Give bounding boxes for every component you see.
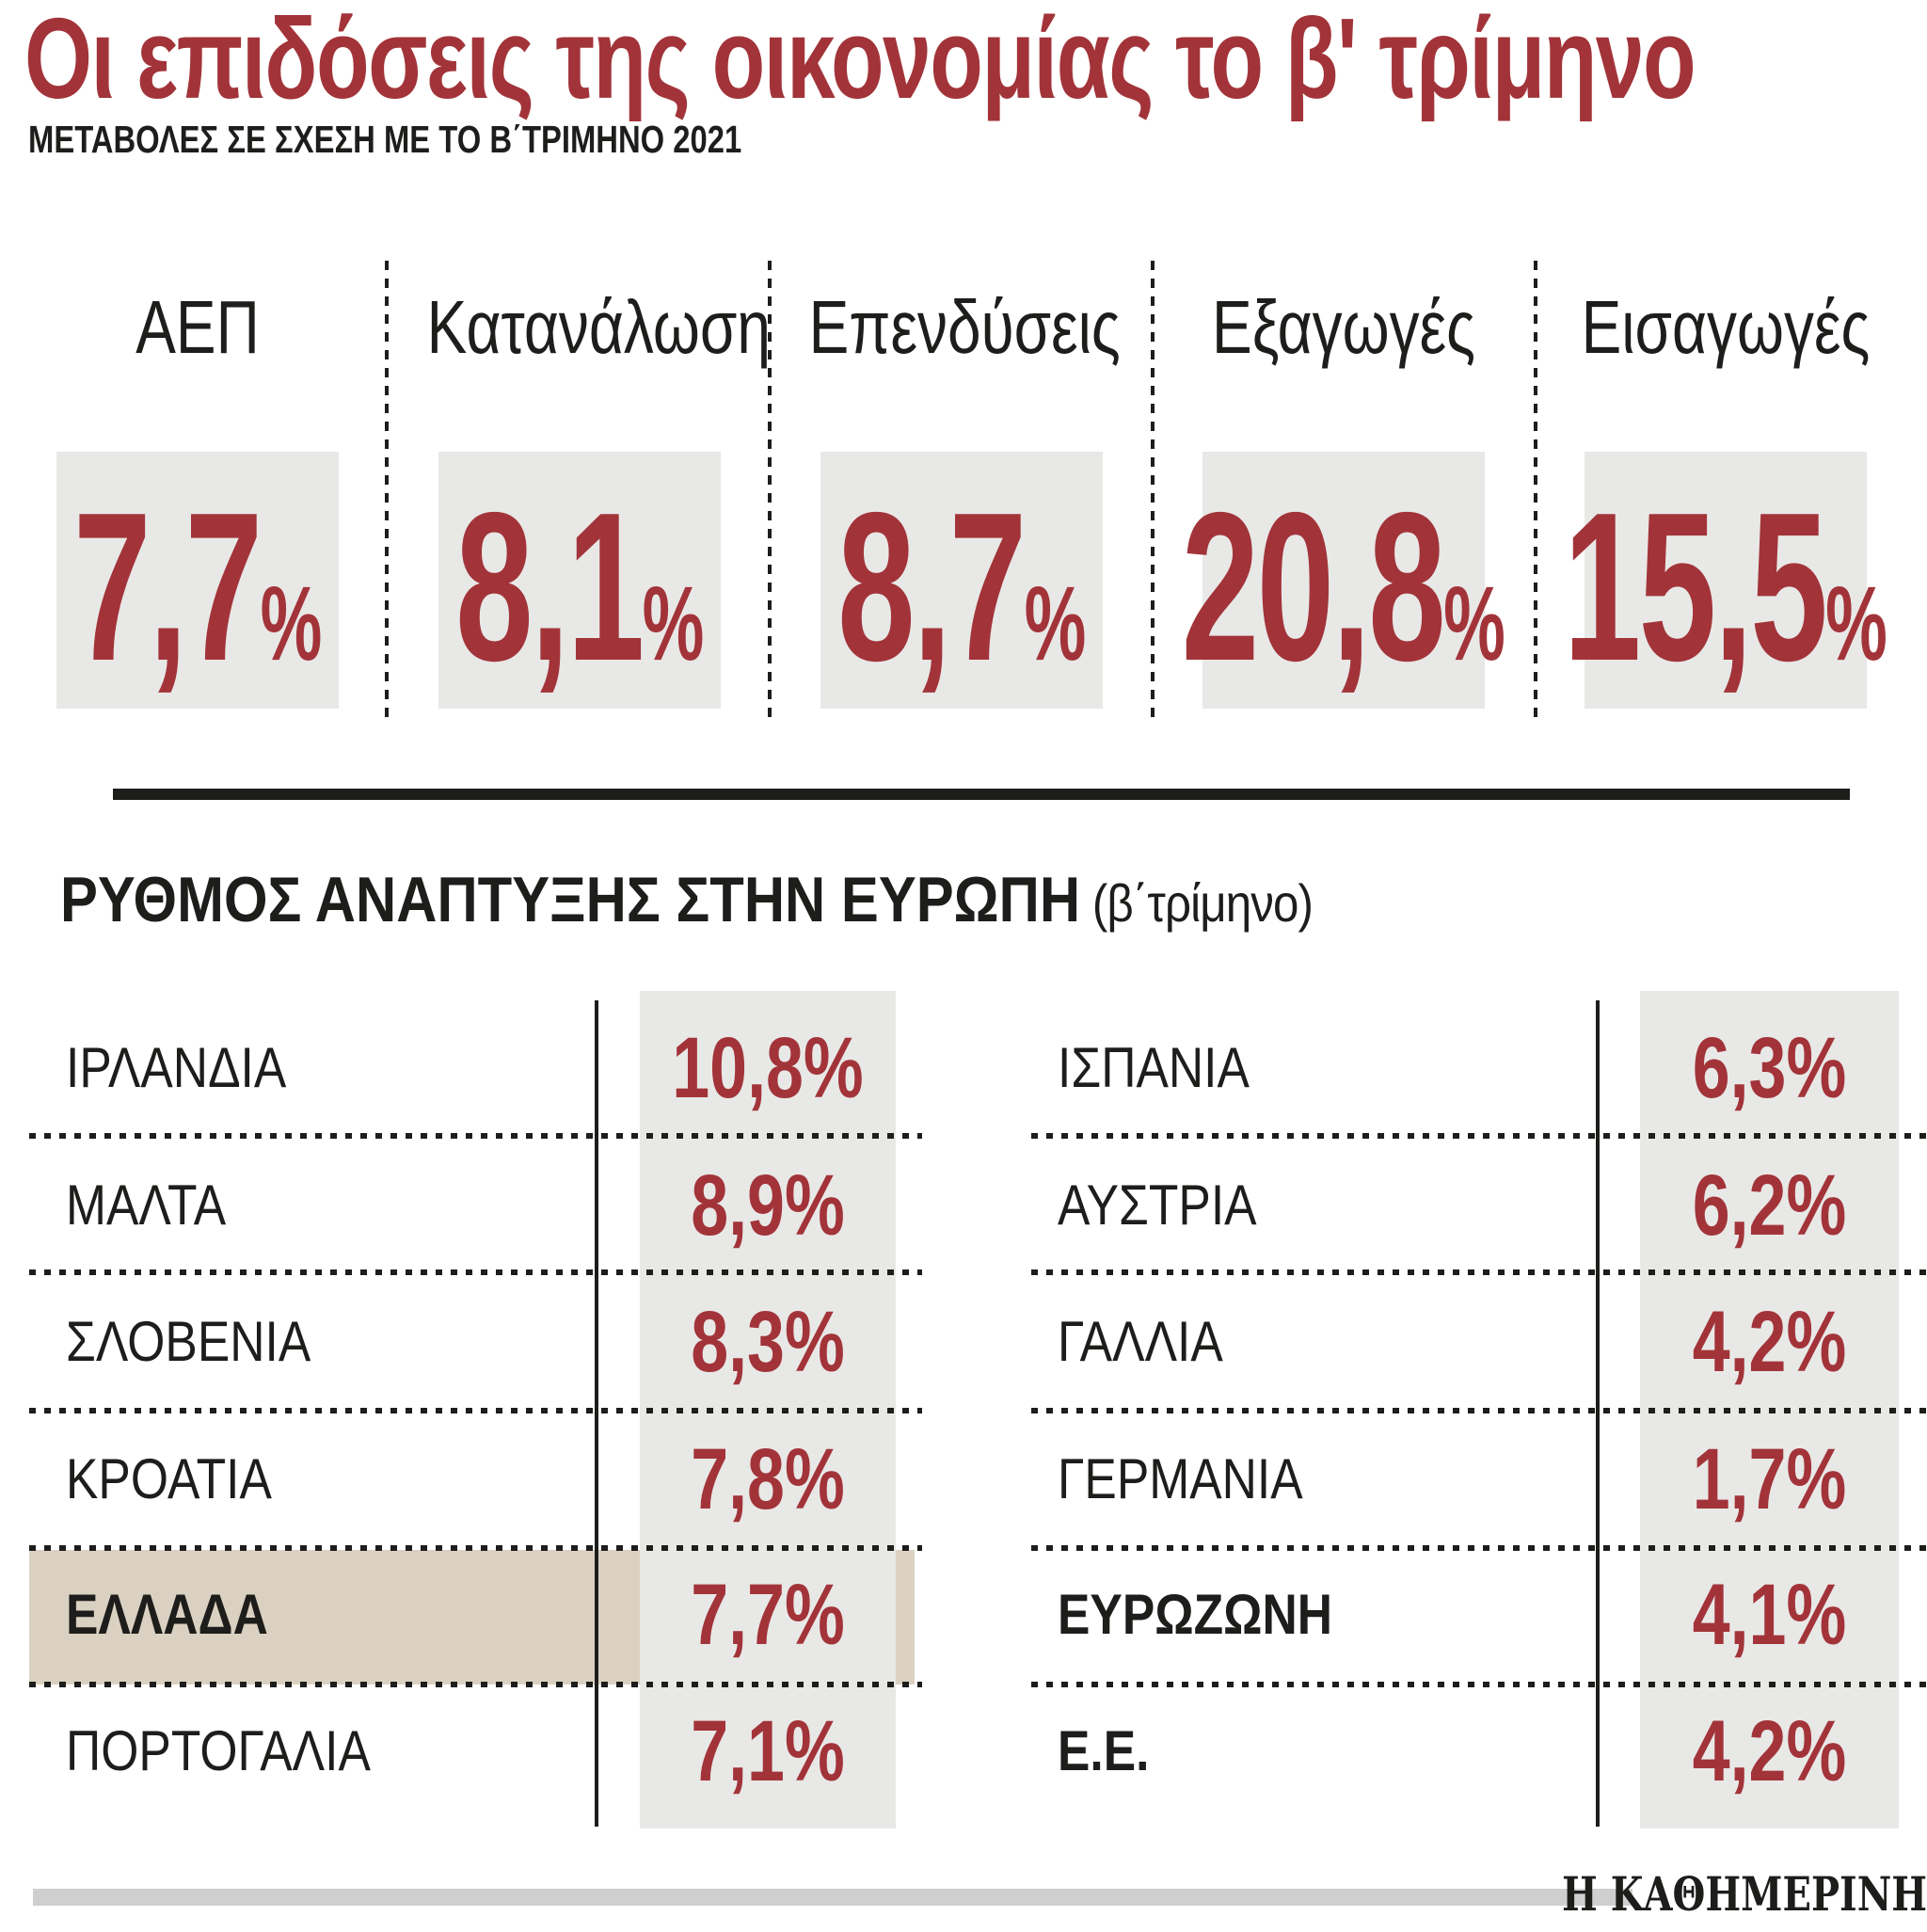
country-label-greece: ΕΛΛΑΔΑ	[66, 1583, 268, 1646]
stat-number: 7,7	[72, 468, 263, 705]
country-value-germany: 1,7%	[1692, 1431, 1847, 1527]
stat-card-consumption: Κατανάλωση 8,1%	[427, 261, 771, 720]
stat-number: 15,5	[1563, 468, 1828, 705]
stat-value: 7,7%	[73, 481, 322, 693]
row-separator	[29, 1269, 922, 1275]
country-value-portugal: 7,1%	[691, 1703, 845, 1799]
column-divider-dashed	[1151, 261, 1155, 720]
stat-label: ΑΕΠ	[135, 285, 260, 369]
table-rule-left	[595, 1000, 598, 1827]
country-value-slovenia: 8,3%	[691, 1294, 845, 1390]
country-value-austria: 6,2%	[1692, 1158, 1847, 1253]
kathimerini-logo: Η ΚΑΘΗΜΕΡΙΝΗ	[1561, 1866, 1927, 1922]
stat-label: Εξαγωγές	[1212, 285, 1475, 369]
country-value-greece: 7,7%	[691, 1567, 845, 1663]
footer-rule	[33, 1889, 1632, 1906]
row-separator	[1031, 1269, 1927, 1275]
country-value-eu: 4,2%	[1692, 1703, 1847, 1799]
country-label-croatia: ΚΡΟΑΤΙΑ	[66, 1447, 272, 1510]
stat-value: 15,5%	[1564, 481, 1887, 693]
stat-value: 8,7%	[837, 481, 1086, 693]
country-label-portugal: ΠΟΡΤΟΓΑΛΙΑ	[66, 1719, 371, 1782]
percent-sign: %	[1443, 565, 1506, 682]
country-label-germany: ΓΕΡΜΑΝΙΑ	[1058, 1447, 1303, 1510]
stat-card-exports: Εξαγωγές 20,8%	[1182, 261, 1505, 720]
stat-number: 8,1	[454, 468, 645, 705]
country-value-eurozone: 4,1%	[1692, 1567, 1847, 1663]
country-value-spain: 6,3%	[1692, 1020, 1847, 1116]
row-separator	[1031, 1408, 1927, 1413]
column-divider-dashed	[385, 261, 389, 720]
section-title-text: ΡΥΘΜΟΣ ΑΝΑΠΤΥΞΗΣ ΣΤΗΝ ΕΥΡΩΠΗ	[60, 864, 1081, 935]
page-title: Οι επιδόσεις της οικονομίας το β' τρίμην…	[24, 0, 1696, 122]
stat-label: Επενδύσεις	[808, 285, 1121, 369]
stat-value-box: 20,8%	[1182, 452, 1505, 709]
row-separator	[29, 1133, 922, 1139]
stat-card-investments: Επενδύσεις 8,7%	[809, 261, 1121, 720]
row-separator	[29, 1408, 922, 1413]
stat-value: 8,1%	[455, 481, 704, 693]
stat-label: Κατανάλωση	[426, 285, 771, 369]
page-subtitle: ΜΕΤΑΒΟΛΕΣ ΣΕ ΣΧΕΣΗ ΜΕ ΤΟ Β΄ΤΡΙΜΗΝΟ 2021	[28, 118, 742, 161]
stat-value: 20,8%	[1182, 481, 1505, 693]
row-separator	[1031, 1682, 1927, 1687]
column-divider-dashed	[1534, 261, 1537, 720]
country-label-slovenia: ΣΛΟΒΕΝΙΑ	[66, 1310, 311, 1373]
percent-sign: %	[1024, 565, 1087, 682]
percent-sign: %	[1825, 565, 1888, 682]
section-title: ΡΥΘΜΟΣ ΑΝΑΠΤΥΞΗΣ ΣΤΗΝ ΕΥΡΩΠΗ (β΄τρίμηνο)	[60, 862, 1314, 941]
country-label-eu: Ε.Ε.	[1058, 1719, 1150, 1782]
row-separator	[1031, 1133, 1927, 1139]
country-label-ireland: ΙΡΛΑΝΔΙΑ	[66, 1036, 287, 1099]
stat-card-gdp: ΑΕΠ 7,7%	[56, 261, 339, 720]
percent-sign: %	[260, 565, 323, 682]
stat-value-box: 15,5%	[1564, 452, 1887, 709]
country-value-croatia: 7,8%	[691, 1431, 845, 1527]
percent-sign: %	[642, 565, 705, 682]
stat-number: 20,8	[1181, 468, 1446, 705]
row-separator	[1031, 1545, 1927, 1551]
country-label-austria: ΑΥΣΤΡΙΑ	[1058, 1174, 1257, 1237]
country-label-malta: ΜΑΛΤΑ	[66, 1174, 227, 1237]
country-value-ireland: 10,8%	[672, 1020, 864, 1116]
stat-value-box: 7,7%	[56, 452, 339, 709]
country-label-eurozone: ΕΥΡΩΖΩΝΗ	[1058, 1583, 1333, 1646]
country-value-malta: 8,9%	[691, 1158, 845, 1253]
country-label-spain: ΙΣΠΑΝΙΑ	[1058, 1036, 1250, 1099]
stat-value-box: 8,1%	[438, 452, 721, 709]
stat-value-box: 8,7%	[820, 452, 1103, 709]
table-rule-right	[1596, 1000, 1600, 1827]
stat-number: 8,7	[836, 468, 1027, 705]
stat-label: Εισαγωγές	[1581, 285, 1871, 369]
row-separator	[29, 1682, 922, 1687]
country-label-france: ΓΑΛΛΙΑ	[1058, 1310, 1223, 1373]
stat-card-imports: Εισαγωγές 15,5%	[1564, 261, 1887, 720]
country-value-france: 4,2%	[1692, 1294, 1847, 1390]
row-separator	[29, 1545, 922, 1551]
section-qualifier: (β΄τρίμηνο)	[1080, 873, 1314, 933]
section-divider	[113, 789, 1850, 800]
column-divider-dashed	[768, 261, 772, 720]
